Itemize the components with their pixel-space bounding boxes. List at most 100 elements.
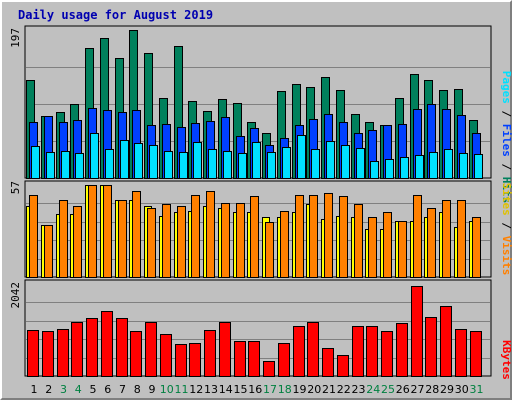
pages-bar-day-9 xyxy=(149,145,158,179)
pages-bar-day-22 xyxy=(341,145,350,179)
pages-bar-day-1 xyxy=(31,146,40,179)
visits-bar-day-2 xyxy=(44,225,53,278)
kbytes-bar-day-21 xyxy=(322,348,334,377)
day-label-15: 15 xyxy=(234,383,248,396)
day-label-19: 19 xyxy=(293,383,307,396)
pages-bar-day-12 xyxy=(193,142,202,179)
day-label-10: 10 xyxy=(160,383,174,396)
pages-bar-day-18 xyxy=(282,147,291,179)
visits-legend: Sites / Visits xyxy=(500,183,512,276)
kbytes-bar-day-24 xyxy=(366,326,378,377)
visits-bar-day-4 xyxy=(73,206,82,278)
kbytes-bar-day-29 xyxy=(440,306,452,377)
day-label-4: 4 xyxy=(75,383,82,396)
pages-bar-day-19 xyxy=(297,135,306,179)
pages-bar-day-3 xyxy=(61,151,70,179)
kbytes-max-label: 2042 xyxy=(9,282,22,309)
visits-bar-day-11 xyxy=(177,206,186,278)
kbytes-bar-day-23 xyxy=(352,326,364,377)
visits-bar-day-20 xyxy=(309,195,318,278)
visits-bar-day-26 xyxy=(398,221,407,278)
visits-bar-day-10 xyxy=(162,204,171,278)
pages-bar-day-29 xyxy=(444,149,453,179)
day-label-24: 24 xyxy=(366,383,380,396)
day-label-2: 2 xyxy=(45,383,52,396)
day-label-17: 17 xyxy=(263,383,277,396)
pages-bar-day-15 xyxy=(238,153,247,179)
kbytes-bar-day-28 xyxy=(425,317,437,377)
visits-bar-day-22 xyxy=(339,196,348,278)
pages-bar-day-25 xyxy=(385,159,394,179)
kbytes-bar-day-17 xyxy=(263,361,275,377)
kbytes-bar-day-20 xyxy=(307,322,319,377)
legend-hits: Hits xyxy=(500,177,512,204)
kbytes-bar-day-13 xyxy=(204,330,216,377)
pages-bar-day-5 xyxy=(90,133,99,179)
kbytes-bar-day-11 xyxy=(175,344,187,377)
visits-bar-day-29 xyxy=(442,200,451,278)
bars xyxy=(26,30,483,377)
legend-kbytes: KBytes xyxy=(500,340,512,380)
pages-bar-day-14 xyxy=(223,151,232,179)
legend-visits: Visits xyxy=(500,236,512,276)
day-label-29: 29 xyxy=(440,383,454,396)
pages-bar-day-11 xyxy=(179,152,188,179)
legend-sep-2: / xyxy=(500,157,512,177)
day-label-20: 20 xyxy=(307,383,321,396)
visits-bar-day-6 xyxy=(103,185,112,278)
kbytes-bar-day-3 xyxy=(57,329,69,377)
day-label-18: 18 xyxy=(278,383,292,396)
kbytes-bar-day-1 xyxy=(27,330,39,377)
visits-bar-day-15 xyxy=(236,203,245,278)
day-label-27: 27 xyxy=(411,383,425,396)
day-label-21: 21 xyxy=(322,383,336,396)
visits-bar-day-13 xyxy=(206,191,215,278)
kbytes-bar-day-9 xyxy=(145,322,157,377)
pages-bar-day-6 xyxy=(105,149,114,179)
pages-bar-day-20 xyxy=(311,149,320,179)
day-label-14: 14 xyxy=(219,383,233,396)
pages-bar-day-21 xyxy=(326,141,335,179)
kbytes-bar-day-30 xyxy=(455,329,467,377)
day-label-26: 26 xyxy=(396,383,410,396)
visits-bar-day-23 xyxy=(354,204,363,278)
pages-bar-day-7 xyxy=(120,140,129,179)
kbytes-bar-day-4 xyxy=(71,322,83,377)
visits-max-label: 57 xyxy=(9,181,22,194)
kbytes-bar-day-5 xyxy=(86,318,98,377)
legend-sep-3: / xyxy=(500,216,512,236)
day-label-30: 30 xyxy=(455,383,469,396)
hits-max-label: 197 xyxy=(9,28,22,48)
visits-bar-day-7 xyxy=(118,200,127,278)
day-label-6: 6 xyxy=(104,383,111,396)
kbytes-bar-day-15 xyxy=(234,341,246,377)
legend-files: Files xyxy=(500,124,512,157)
visits-bar-day-9 xyxy=(147,208,156,278)
kbytes-bar-day-12 xyxy=(189,343,201,377)
legend-pages: Pages xyxy=(500,71,512,104)
day-label-3: 3 xyxy=(60,383,67,396)
pages-bar-day-17 xyxy=(267,152,276,179)
pages-bar-day-8 xyxy=(134,143,143,179)
pages-bar-day-30 xyxy=(459,153,468,179)
kbytes-bar-day-26 xyxy=(396,323,408,377)
visits-bar-day-27 xyxy=(413,195,422,278)
visits-bar-day-12 xyxy=(191,195,200,278)
day-label-31: 31 xyxy=(470,383,484,396)
pages-bar-day-10 xyxy=(164,151,173,179)
kbytes-bar-day-31 xyxy=(470,331,482,377)
pages-bar-day-31 xyxy=(474,154,483,179)
visits-bar-day-8 xyxy=(132,191,141,278)
day-label-11: 11 xyxy=(175,383,189,396)
day-label-9: 9 xyxy=(149,383,156,396)
kbytes-bar-day-7 xyxy=(116,318,128,377)
kbytes-legend: KBytes xyxy=(500,340,512,380)
visits-bar-day-3 xyxy=(59,200,68,278)
day-labels: 1 2 3 4 5 6 7 8 9 10 11 12 13 14 15 16 17 18 19 20 21 22 23 24 2… xyxy=(31,383,484,396)
day-label-1: 1 xyxy=(31,383,38,396)
day-label-28: 28 xyxy=(425,383,439,396)
day-label-5: 5 xyxy=(90,383,97,396)
visits-bar-day-1 xyxy=(29,195,38,278)
visits-bar-day-31 xyxy=(472,217,481,278)
